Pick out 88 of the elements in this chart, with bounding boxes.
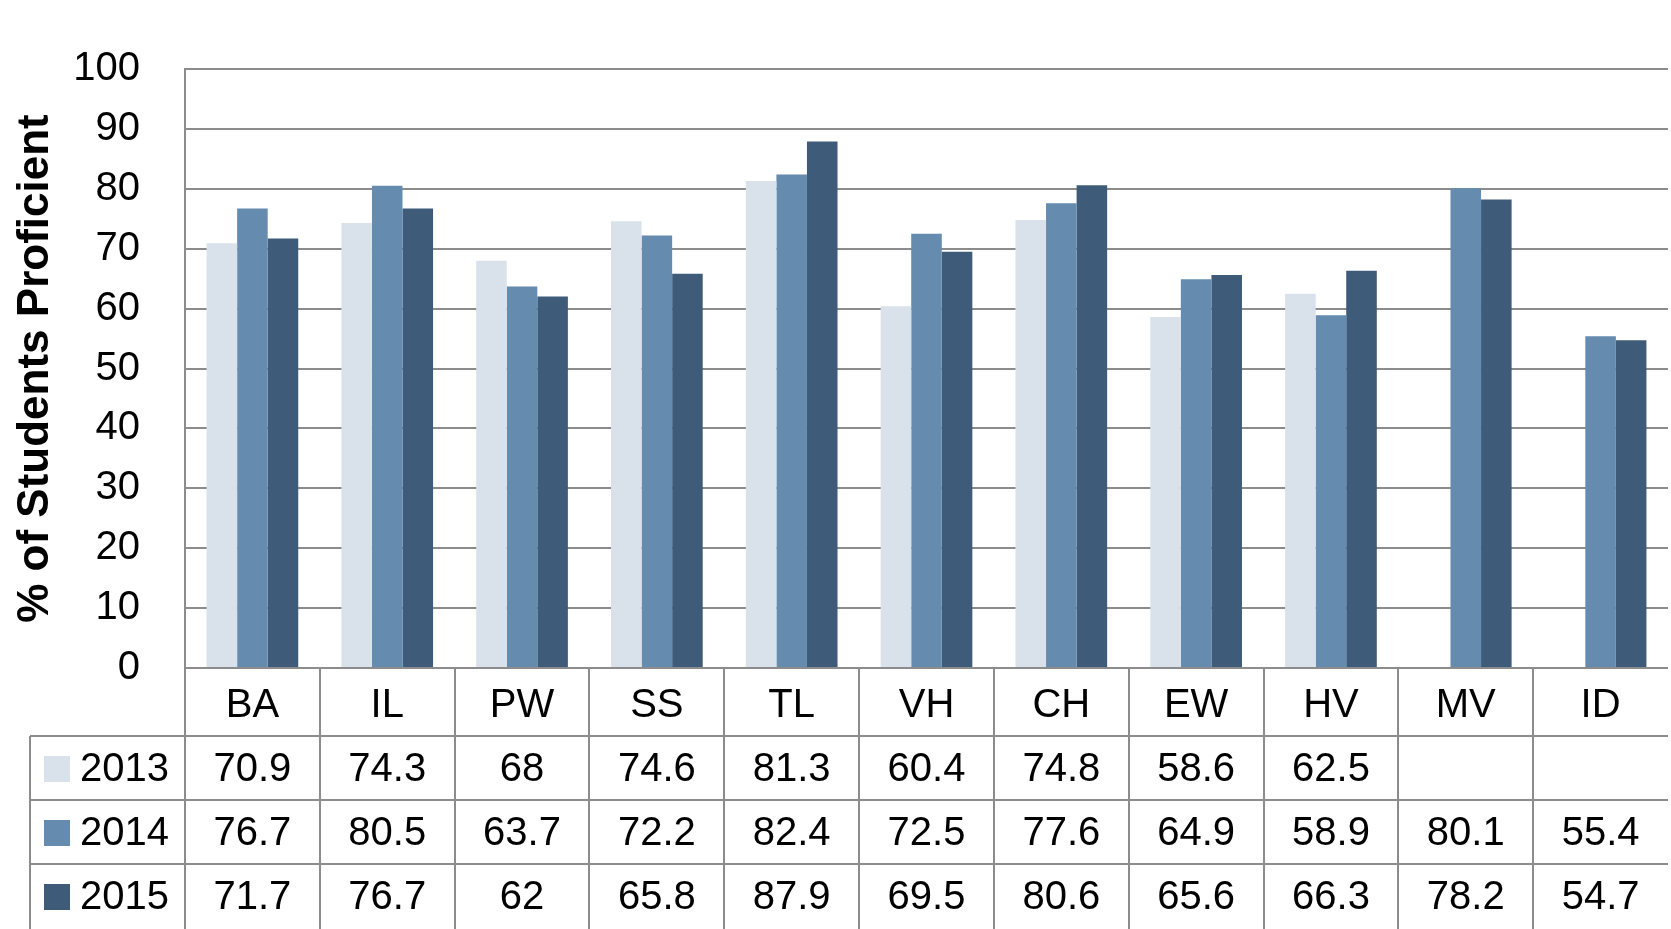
- bar: [537, 296, 568, 667]
- data-label: 54.7: [1561, 873, 1640, 918]
- legend-label: 2015: [80, 873, 169, 918]
- data-label: 65.6: [1157, 873, 1236, 918]
- data-label: 62.5: [1292, 745, 1370, 790]
- legend-label: 2013: [80, 745, 169, 790]
- bar: [1481, 199, 1512, 667]
- x-tick-label: TL: [768, 681, 816, 726]
- x-tick-label: EW: [1163, 681, 1229, 726]
- x-tick-label: VH: [898, 681, 955, 726]
- x-tick-label: IL: [370, 681, 404, 726]
- bar: [776, 174, 807, 667]
- bar: [267, 238, 299, 667]
- bar: [1015, 219, 1047, 667]
- y-tick-label: 70: [95, 223, 140, 268]
- bar: [1076, 185, 1108, 667]
- x-tick-label: MV: [1435, 681, 1497, 726]
- data-label: 64.9: [1157, 809, 1236, 854]
- bar: [371, 185, 403, 667]
- bar: [1450, 188, 1482, 667]
- data-label: 58.9: [1292, 809, 1370, 854]
- bar: [745, 181, 777, 667]
- bar: [237, 208, 268, 667]
- data-label: 55.4: [1561, 809, 1640, 854]
- bar: [911, 233, 942, 667]
- bar: [672, 273, 703, 667]
- data-label: 80.6: [1022, 873, 1101, 918]
- y-tick-label: 100: [73, 44, 140, 89]
- bar: [1615, 340, 1647, 667]
- bar: [1585, 336, 1616, 667]
- y-tick-label: 80: [95, 163, 140, 208]
- x-tick-label: BA: [225, 681, 280, 726]
- data-label: 58.6: [1157, 745, 1236, 790]
- legend-label: 2014: [80, 809, 169, 854]
- bar: [402, 208, 434, 667]
- data-label: 82.4: [752, 809, 831, 854]
- y-tick-label: 60: [95, 283, 140, 328]
- data-label: 74.8: [1022, 745, 1101, 790]
- y-tick-label: 20: [95, 523, 140, 568]
- bar: [341, 222, 372, 667]
- bar: [1315, 315, 1347, 667]
- bar: [641, 235, 673, 667]
- data-label: 68: [499, 745, 545, 790]
- data-label: 87.9: [752, 873, 831, 918]
- y-tick-label: 10: [95, 583, 140, 628]
- data-label: 80.1: [1426, 809, 1505, 854]
- bar: [476, 260, 507, 667]
- y-tick-label: 50: [95, 343, 140, 388]
- data-label: 66.3: [1292, 873, 1370, 918]
- data-label: 77.6: [1022, 809, 1101, 854]
- bar: [1046, 203, 1077, 667]
- y-axis-title: % of Students Proficient: [7, 113, 57, 623]
- data-label: 63.7: [483, 809, 561, 854]
- data-label: 74.3: [348, 745, 427, 790]
- data-label: 70.9: [213, 745, 292, 790]
- data-label: 78.2: [1426, 873, 1505, 918]
- data-label: 76.7: [348, 873, 427, 918]
- data-label: 72.5: [887, 809, 966, 854]
- data-label: 74.6: [617, 745, 696, 790]
- data-label: 81.3: [752, 745, 831, 790]
- x-tick-label: CH: [1032, 681, 1091, 726]
- bar: [611, 221, 642, 667]
- bar: [506, 286, 538, 667]
- data-label: 72.2: [617, 809, 696, 854]
- data-label: 71.7: [213, 873, 292, 918]
- data-label: 80.5: [348, 809, 427, 854]
- data-label: 62: [499, 873, 545, 918]
- y-tick-label: 40: [95, 403, 140, 448]
- bar: [1180, 279, 1212, 667]
- data-label: 65.8: [617, 873, 696, 918]
- y-tick-label: 30: [95, 463, 140, 508]
- x-tick-label: SS: [630, 681, 684, 726]
- x-tick-label: ID: [1580, 681, 1621, 726]
- data-label: 69.5: [887, 873, 966, 918]
- bar: [1211, 275, 1242, 667]
- bar: [1285, 293, 1316, 667]
- bar: [806, 141, 838, 667]
- data-label: 60.4: [887, 745, 966, 790]
- x-tick-label: HV: [1303, 681, 1360, 726]
- data-label: 76.7: [213, 809, 292, 854]
- bar: [1150, 316, 1181, 667]
- y-tick-label: 90: [95, 103, 140, 148]
- bar: [1346, 270, 1377, 667]
- bar: [941, 251, 973, 667]
- x-tick-label: PW: [489, 681, 555, 726]
- bar: [206, 243, 238, 667]
- y-tick-label: 0: [117, 643, 140, 688]
- bar: [880, 306, 912, 667]
